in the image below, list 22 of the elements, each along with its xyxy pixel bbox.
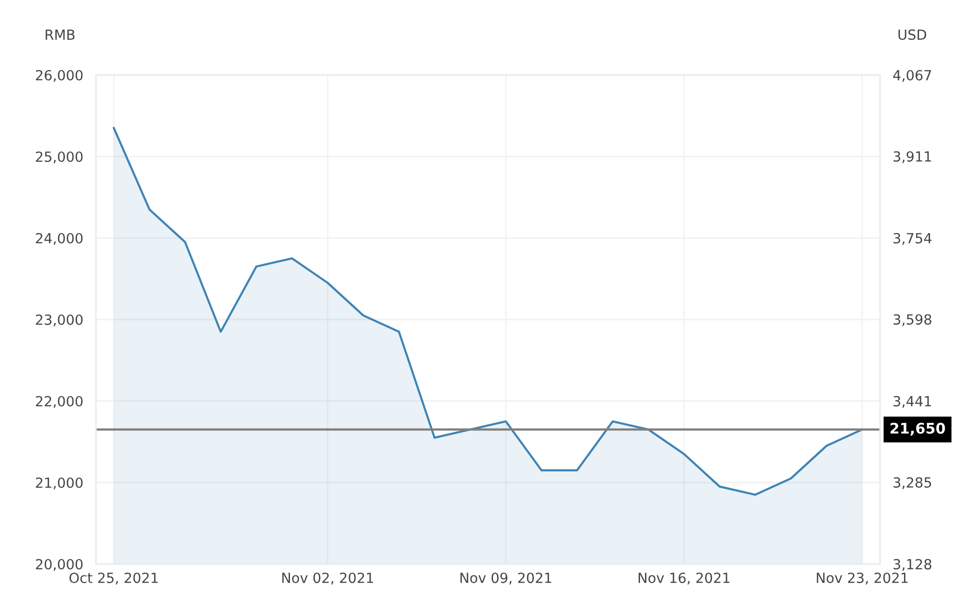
y2-axis-title: USD [898, 29, 926, 40]
y-tick-label: 25,000 [36, 151, 83, 164]
y2-tick-label: 3,598 [894, 314, 932, 326]
x-tick-label: Oct 25, 2021 [69, 572, 158, 584]
x-tick-label: Nov 02, 2021 [282, 572, 374, 584]
x-tick-label: Nov 16, 2021 [638, 572, 730, 584]
y-tick-label: 26,000 [36, 70, 83, 82]
x-tick-label: Nov 23, 2021 [816, 572, 908, 584]
y2-tick-label: 3,285 [894, 477, 932, 490]
y2-tick-label: 3,911 [894, 151, 931, 164]
y-tick-label: 21,000 [36, 477, 83, 490]
y2-tick-label: 4,067 [893, 70, 932, 82]
y-tick-label: 23,000 [36, 314, 83, 326]
y-tick-label: 20,000 [36, 558, 83, 571]
y2-tick-label: 3,441 [894, 396, 931, 408]
y-axis-title: RMB [46, 30, 75, 40]
x-tick-label: Nov 09, 2021 [460, 572, 552, 584]
y-tick-label: 24,000 [36, 232, 83, 245]
y-tick-label: 22,000 [36, 396, 83, 408]
ref-line-label: 21,650 [890, 422, 945, 436]
y2-tick-label: 3,754 [894, 232, 932, 245]
y2-tick-label: 3,128 [894, 558, 932, 571]
